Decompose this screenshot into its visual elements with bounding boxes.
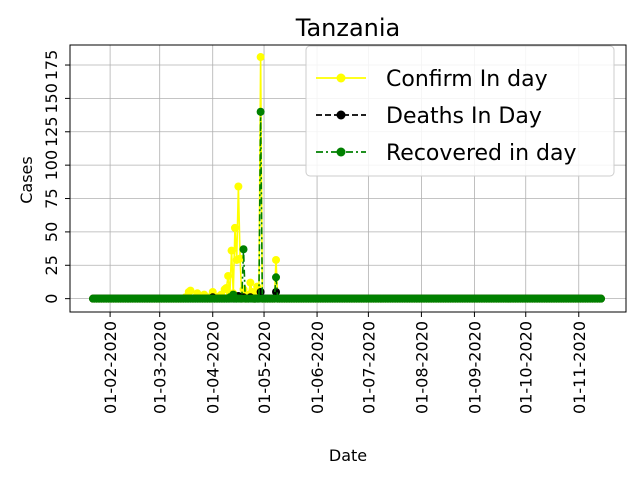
y-tick-label: 125 xyxy=(42,117,61,148)
y-tick-label: 150 xyxy=(42,83,61,114)
data-point xyxy=(597,294,605,303)
y-tick-label: 25 xyxy=(42,255,61,275)
data-point xyxy=(272,255,281,264)
legend-marker xyxy=(336,73,346,83)
series-layer xyxy=(89,53,605,303)
y-tick-label: 100 xyxy=(42,150,61,181)
plot-data xyxy=(89,53,605,303)
series-2 xyxy=(89,107,605,303)
y-axis-ticks: 0 25 50 75 100 125 150 175 xyxy=(42,50,70,304)
x-tick-label: 01-04-2020 xyxy=(204,321,223,414)
data-point xyxy=(239,245,248,254)
data-point xyxy=(272,273,281,282)
x-tick-label: 01-06-2020 xyxy=(308,321,327,414)
x-tick-label: 01-03-2020 xyxy=(151,321,170,414)
y-tick-label: 50 xyxy=(42,222,61,242)
legend-label: Deaths In Day xyxy=(386,104,542,129)
data-point xyxy=(230,223,239,232)
x-tick-label: 01-10-2020 xyxy=(517,321,536,414)
x-tick-label: 01-08-2020 xyxy=(412,321,431,414)
x-tick-label: 01-07-2020 xyxy=(359,321,378,414)
y-tick-label: 175 xyxy=(42,50,61,81)
data-point xyxy=(186,286,195,295)
data-point xyxy=(246,278,255,287)
legend-box xyxy=(305,45,615,177)
data-point xyxy=(234,182,243,191)
x-tick-label: 01-05-2020 xyxy=(255,321,274,414)
x-tick-label: 01-09-2020 xyxy=(465,321,484,414)
x-axis-ticks: 01-02-2020 01-03-2020 01-04-2020 01-05-2020… xyxy=(101,312,589,414)
legend-label: Recovered in day xyxy=(386,141,577,166)
x-axis-title: Date xyxy=(329,446,367,465)
legend-marker xyxy=(336,110,346,120)
y-axis-title: Cases xyxy=(17,156,36,204)
data-point xyxy=(236,254,245,263)
data-point xyxy=(224,271,233,280)
legend-marker xyxy=(336,147,346,157)
legend: Confirm In day Deaths In Day Recovered in … xyxy=(305,45,615,177)
y-tick-label: 75 xyxy=(42,188,61,208)
y-tick-label: 0 xyxy=(42,294,61,304)
data-point xyxy=(256,53,265,62)
plot-frame xyxy=(69,44,627,313)
data-point xyxy=(222,283,231,292)
legend-label: Confirm In day xyxy=(386,67,548,92)
x-tick-label: 01-11-2020 xyxy=(570,321,589,414)
data-point xyxy=(256,107,265,116)
x-tick-label: 01-02-2020 xyxy=(101,321,120,414)
data-point xyxy=(227,246,236,255)
chart-title: Tanzania xyxy=(295,14,401,42)
